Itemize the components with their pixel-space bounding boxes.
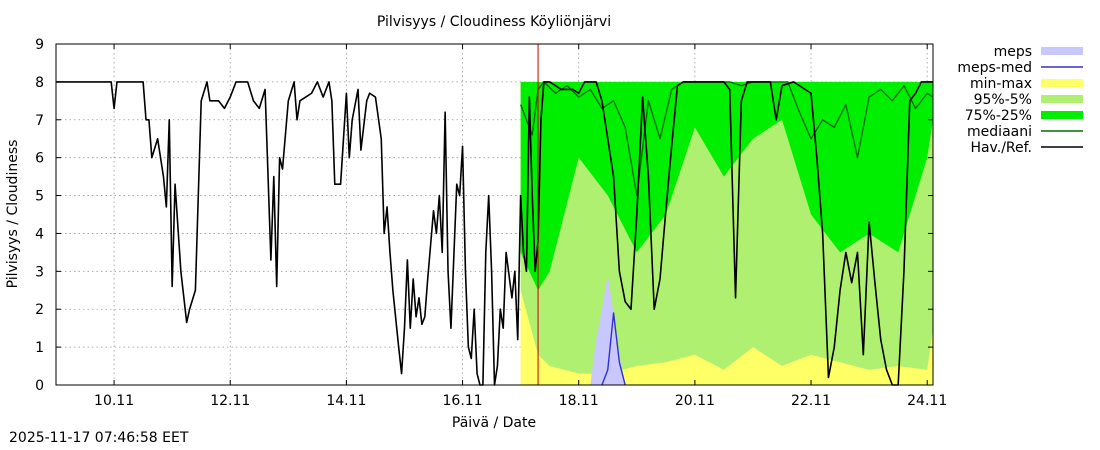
y-tick-label: 1 [35,340,44,356]
y-axis-ticks: 0 1 2 3 4 5 6 7 8 9 [35,37,933,394]
series-meps-med [601,312,626,386]
y-axis-label: Pilvisyys / Cloudiness [5,140,21,289]
x-tick-label: 10.11 [94,393,134,409]
y-tick-label: 5 [35,189,44,205]
y-tick-label: 9 [35,37,44,53]
series-lines [56,81,934,386]
legend-label: meps [994,44,1032,60]
y-tick-label: 0 [35,378,44,394]
legend-swatch [1041,95,1083,103]
x-tick-label: 18.11 [559,393,599,409]
y-tick-label: 4 [35,226,44,242]
series-hav-ref- [56,81,933,386]
x-axis-ticks: 10.11 12.11 14.11 16.11 18.11 20.11 22.11 24.11 [94,44,947,409]
legend-label: Hav./Ref. [970,140,1032,156]
y-tick-label: 6 [35,151,44,167]
series-meps [590,275,626,385]
legend-swatch [1041,79,1083,87]
y-tick-label: 8 [35,75,44,91]
legend-label: 95%-5% [974,92,1032,108]
y-tick-label: 3 [35,264,44,280]
legend-label: mediaani [967,124,1032,140]
plot-frame [55,43,934,386]
legend: mepsmeps-medmin-max95%-5%75%-25%mediaani… [957,44,1083,156]
band-75-25- [520,81,933,291]
x-tick-label: 14.11 [326,393,366,409]
x-tick-label: 24.11 [907,393,947,409]
y-tick-label: 7 [35,113,44,129]
legend-label: 75%-25% [965,108,1032,124]
legend-swatch [1041,111,1083,119]
percentile-bands [520,81,933,385]
x-tick-label: 20.11 [675,393,715,409]
x-tick-label: 16.11 [443,393,483,409]
legend-swatch [1041,47,1083,55]
x-tick-label: 12.11 [210,393,250,409]
legend-label: meps-med [957,60,1032,76]
legend-label: min-max [970,76,1032,92]
chart-title: Pilvisyys / Cloudiness Köyliönjärvi [377,14,611,30]
y-tick-label: 2 [35,302,44,318]
x-tick-label: 22.11 [791,393,831,409]
x-axis-label: Päivä / Date [452,415,536,431]
timestamp: 2025-11-17 07:46:58 EET [9,430,189,446]
